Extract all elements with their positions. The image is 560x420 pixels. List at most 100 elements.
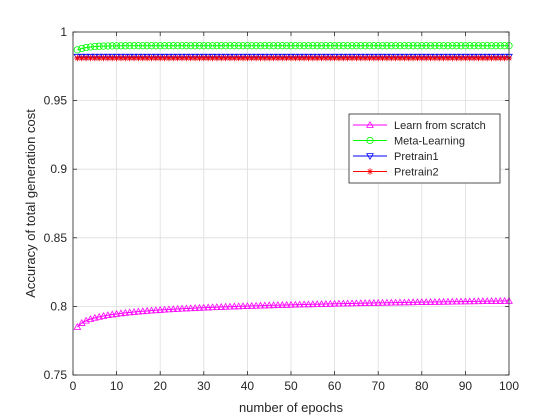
data-point <box>196 54 203 62</box>
data-point <box>339 299 348 307</box>
data-point <box>300 300 308 308</box>
data-point <box>413 298 422 306</box>
data-point <box>304 42 313 50</box>
data-point <box>326 42 334 50</box>
legend-entry: Meta-Learning <box>353 136 465 148</box>
data-point <box>161 54 168 62</box>
data-point <box>126 42 134 50</box>
data-point <box>165 305 173 313</box>
data-point <box>369 53 378 61</box>
data-point <box>244 54 251 62</box>
data-point <box>82 43 90 52</box>
series-line <box>77 45 509 51</box>
data-point <box>304 300 313 308</box>
data-point <box>187 42 195 50</box>
data-point <box>361 53 370 61</box>
series-meta-learning <box>73 42 513 54</box>
data-point <box>221 302 230 310</box>
data-point <box>396 298 404 306</box>
data-point <box>487 297 496 304</box>
data-point <box>444 53 452 61</box>
data-point <box>344 42 352 50</box>
data-point <box>409 54 417 62</box>
x-tick-label: 0 <box>70 379 77 393</box>
data-point <box>143 53 152 61</box>
data-point <box>117 53 125 61</box>
data-point <box>212 53 221 61</box>
data-point <box>217 42 225 50</box>
data-point <box>99 311 108 319</box>
data-point <box>143 306 152 314</box>
data-point <box>321 53 330 61</box>
legend-marker <box>366 153 374 161</box>
data-point <box>470 297 479 305</box>
data-point <box>147 53 156 61</box>
y-tick-label: 0.85 <box>44 231 68 245</box>
data-point <box>339 42 347 50</box>
data-point <box>160 53 169 61</box>
data-point <box>95 53 104 61</box>
data-point <box>95 42 103 50</box>
data-point <box>365 42 374 50</box>
data-point <box>282 300 291 308</box>
data-point <box>430 297 439 305</box>
data-point <box>121 42 129 50</box>
data-point <box>82 53 90 61</box>
data-point <box>152 42 160 50</box>
data-point <box>204 54 212 62</box>
data-point <box>138 307 147 315</box>
data-point <box>134 53 143 61</box>
data-point <box>121 308 130 316</box>
data-point <box>457 53 465 61</box>
y-tick-label: 1 <box>60 25 67 39</box>
data-point <box>165 53 173 61</box>
data-point <box>500 53 509 61</box>
data-point <box>461 297 470 305</box>
data-point <box>352 299 361 307</box>
data-point <box>90 53 99 61</box>
series-layer <box>73 42 513 330</box>
data-point <box>239 302 247 310</box>
data-point <box>400 53 409 61</box>
data-point <box>147 306 156 314</box>
data-point <box>427 54 434 62</box>
data-point <box>143 42 151 50</box>
data-point <box>308 53 317 61</box>
data-point <box>496 42 504 50</box>
data-point <box>409 42 417 50</box>
data-point <box>278 42 286 50</box>
data-point <box>99 42 108 50</box>
data-point <box>339 53 348 61</box>
data-point <box>151 306 160 314</box>
data-point <box>501 42 509 50</box>
data-point <box>496 53 505 61</box>
data-point <box>356 299 365 307</box>
data-point <box>291 300 300 308</box>
data-point <box>309 42 317 50</box>
data-point <box>387 42 395 50</box>
data-point <box>222 42 230 50</box>
data-point <box>204 42 212 50</box>
legend-marker <box>366 168 374 175</box>
data-point <box>248 42 256 50</box>
data-point <box>378 53 387 61</box>
data-point <box>125 308 134 316</box>
data-point <box>209 54 216 62</box>
data-point <box>182 304 191 312</box>
data-point <box>461 42 469 50</box>
data-point <box>208 303 217 311</box>
data-point <box>243 53 252 61</box>
data-point <box>417 298 426 305</box>
x-tick-label: 90 <box>459 379 473 393</box>
data-point <box>152 54 160 62</box>
x-axis-label: number of epochs <box>239 400 344 415</box>
data-point <box>139 42 147 50</box>
data-point <box>169 42 177 50</box>
data-point <box>138 53 147 61</box>
data-point <box>435 42 443 50</box>
data-point <box>183 54 190 62</box>
data-point <box>73 53 82 61</box>
data-point <box>178 54 186 62</box>
series-pretrain1 <box>73 53 513 61</box>
